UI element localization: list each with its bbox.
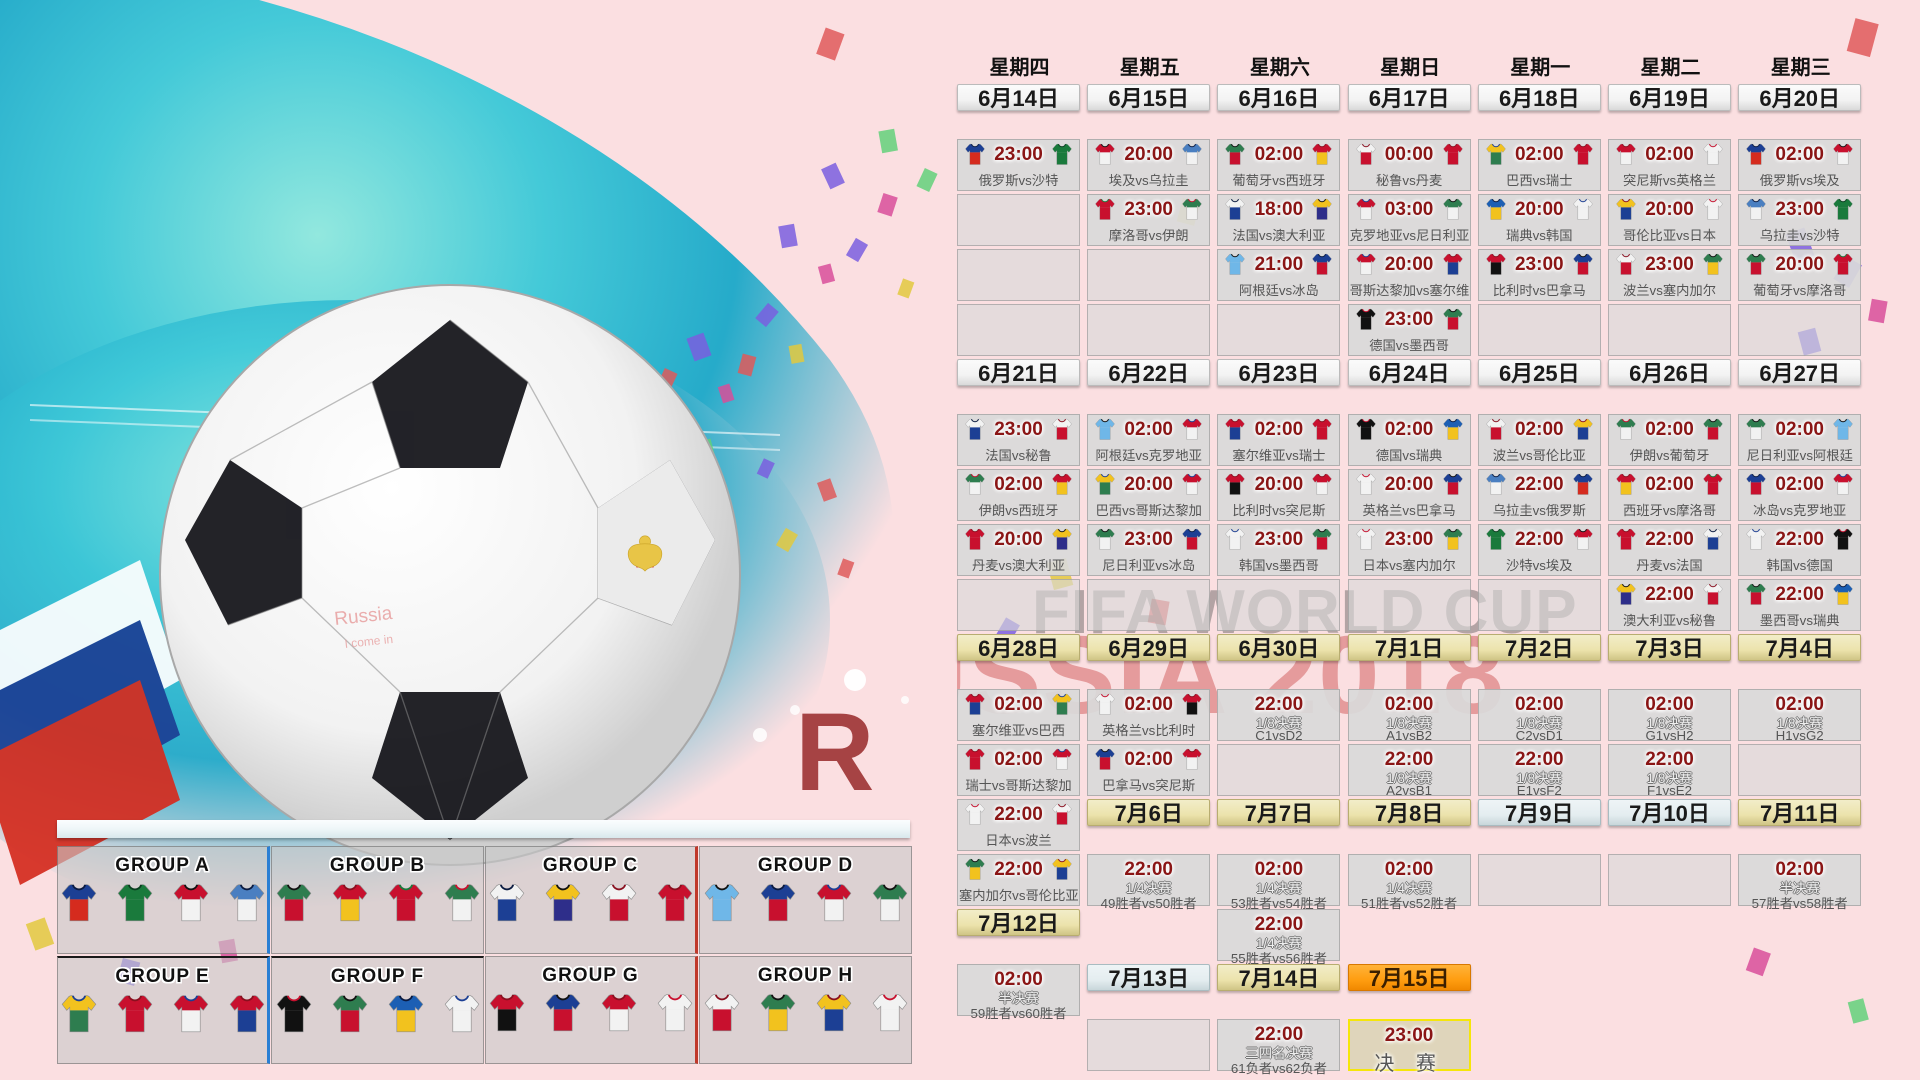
- svg-text:R: R: [795, 691, 874, 814]
